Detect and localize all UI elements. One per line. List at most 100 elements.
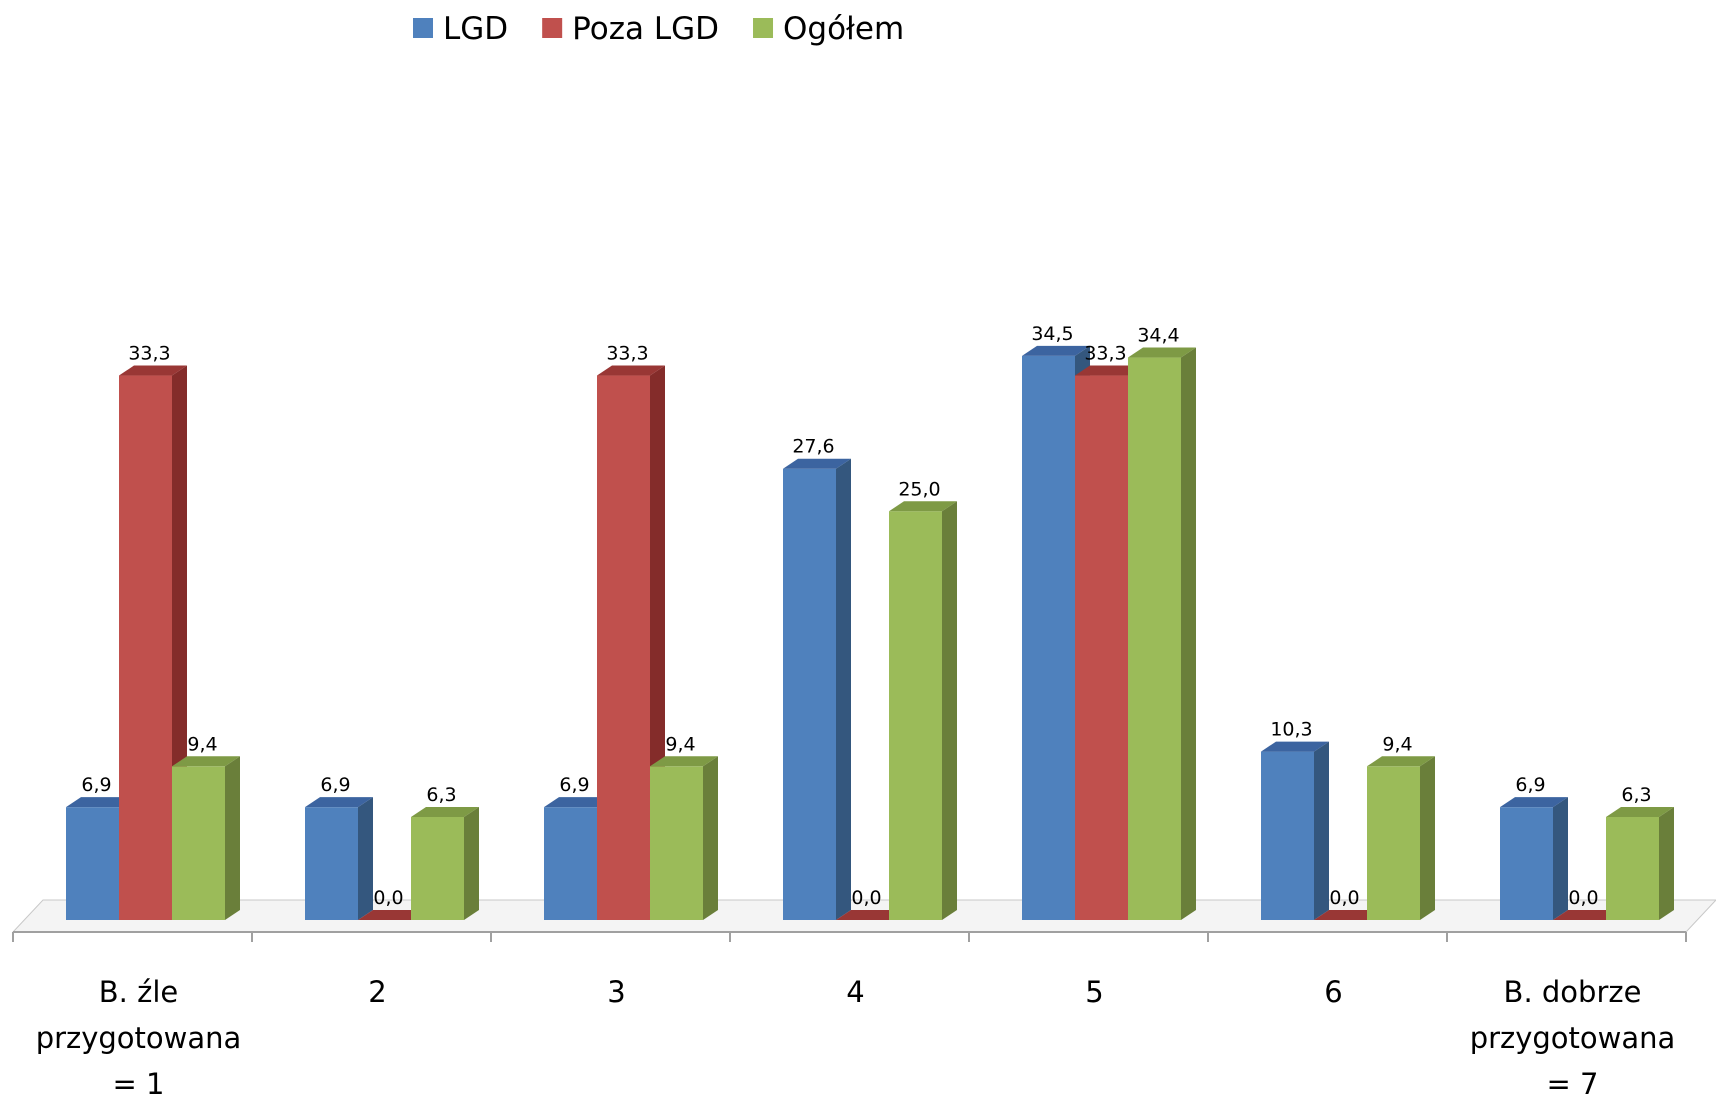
legend-label: LGD	[443, 11, 508, 47]
data-label: 25,0	[898, 478, 940, 500]
bar-top	[544, 797, 612, 808]
legend-item: Poza LGD	[542, 11, 719, 47]
data-label: 10,3	[1270, 719, 1312, 741]
bar-top	[889, 501, 957, 512]
bar-top	[358, 910, 426, 920]
bar-side	[836, 458, 851, 920]
bar-top	[1128, 347, 1196, 358]
bar-side	[1420, 756, 1435, 920]
bar-top	[1022, 345, 1090, 356]
data-label: 6,3	[426, 784, 456, 806]
bar-1-6	[1553, 910, 1621, 920]
data-label: 6,9	[1515, 774, 1545, 796]
data-label: 0,0	[851, 887, 881, 909]
bar-top	[783, 458, 851, 469]
data-label: 33,3	[606, 343, 648, 365]
bar-top	[1500, 797, 1568, 808]
bar-side	[1659, 806, 1674, 920]
bar-top	[305, 797, 373, 808]
bar-front	[411, 816, 464, 920]
legend-label: Poza LGD	[572, 11, 719, 47]
bar-2-2	[650, 756, 718, 920]
data-label: 9,4	[187, 733, 217, 755]
bar-front	[1367, 766, 1420, 920]
bar-top	[1314, 910, 1382, 920]
bar-top	[650, 756, 718, 767]
data-label: 33,3	[1084, 343, 1126, 365]
data-label: 0,0	[1568, 887, 1598, 909]
data-label: 34,4	[1137, 325, 1179, 347]
bar-front	[597, 375, 650, 920]
bar-front	[1128, 357, 1181, 920]
bar-2-4	[1128, 347, 1196, 920]
bar-front	[172, 766, 225, 920]
bar-front	[119, 375, 172, 920]
category-label: 3	[607, 975, 625, 1009]
bar-2-5	[1367, 756, 1435, 920]
bar-front	[650, 766, 703, 920]
data-label: 33,3	[128, 343, 170, 365]
data-label: 27,6	[792, 436, 834, 458]
bar-front	[305, 807, 358, 920]
legend-swatch	[753, 18, 774, 38]
category-label: 5	[1085, 975, 1103, 1009]
bar-side	[703, 756, 718, 920]
bar-1-3	[836, 910, 904, 920]
bar-top	[836, 910, 904, 920]
bar-side	[358, 797, 373, 920]
legend-item: Ogółem	[753, 11, 904, 47]
bar-1-1	[358, 910, 426, 920]
bar-side	[1314, 741, 1329, 920]
data-label: 0,0	[1329, 887, 1359, 909]
legend: LGD Poza LGD Ogółem	[413, 11, 904, 47]
bar-0-5	[1261, 741, 1329, 920]
bar-side	[225, 756, 240, 920]
bar-side	[464, 806, 479, 920]
category-label: 4	[846, 975, 864, 1009]
data-label: 9,4	[1382, 733, 1412, 755]
bar-top	[1367, 756, 1435, 767]
bar-front	[1606, 816, 1659, 920]
bar-side	[942, 501, 957, 920]
bar-0-1	[305, 797, 373, 920]
bar-front	[66, 807, 119, 920]
bar-front	[783, 468, 836, 920]
legend-swatch	[413, 18, 433, 38]
category-label: 2	[368, 975, 386, 1009]
bar-front	[1022, 355, 1075, 920]
bar-top	[66, 797, 134, 808]
bar-0-3	[783, 458, 851, 920]
bar-1-5	[1314, 910, 1382, 920]
bar-2-3	[889, 501, 957, 920]
bar-1-2	[597, 365, 665, 920]
bar-2-1	[411, 806, 479, 920]
bar-2-6	[1606, 806, 1674, 920]
bars	[66, 345, 1674, 920]
x-axis	[12, 931, 1687, 942]
bar-side	[1181, 347, 1196, 920]
bar-side	[1553, 797, 1568, 920]
legend-label: Ogółem	[783, 11, 904, 47]
bar-front	[544, 807, 597, 920]
bar-top	[411, 806, 479, 817]
data-label: 0,0	[373, 887, 403, 909]
bar-top	[1261, 741, 1329, 752]
bar-top	[1075, 365, 1143, 376]
category-label: 6	[1324, 975, 1342, 1009]
bar-front	[1261, 751, 1314, 920]
legend-swatch	[542, 18, 563, 38]
data-label: 6,3	[1621, 784, 1651, 806]
legend-item: LGD	[413, 11, 508, 47]
bar-top	[1553, 910, 1621, 920]
data-label: 6,9	[320, 774, 350, 796]
bar-top	[172, 756, 240, 767]
bar-top	[597, 365, 665, 376]
data-label: 6,9	[81, 774, 111, 796]
category-label: B. źle przygotowana = 1	[36, 975, 242, 1094]
bar-top	[119, 365, 187, 376]
data-label: 9,4	[665, 733, 695, 755]
bar-2-0	[172, 756, 240, 920]
bar-front	[1075, 375, 1128, 920]
bar-top	[1606, 806, 1674, 817]
